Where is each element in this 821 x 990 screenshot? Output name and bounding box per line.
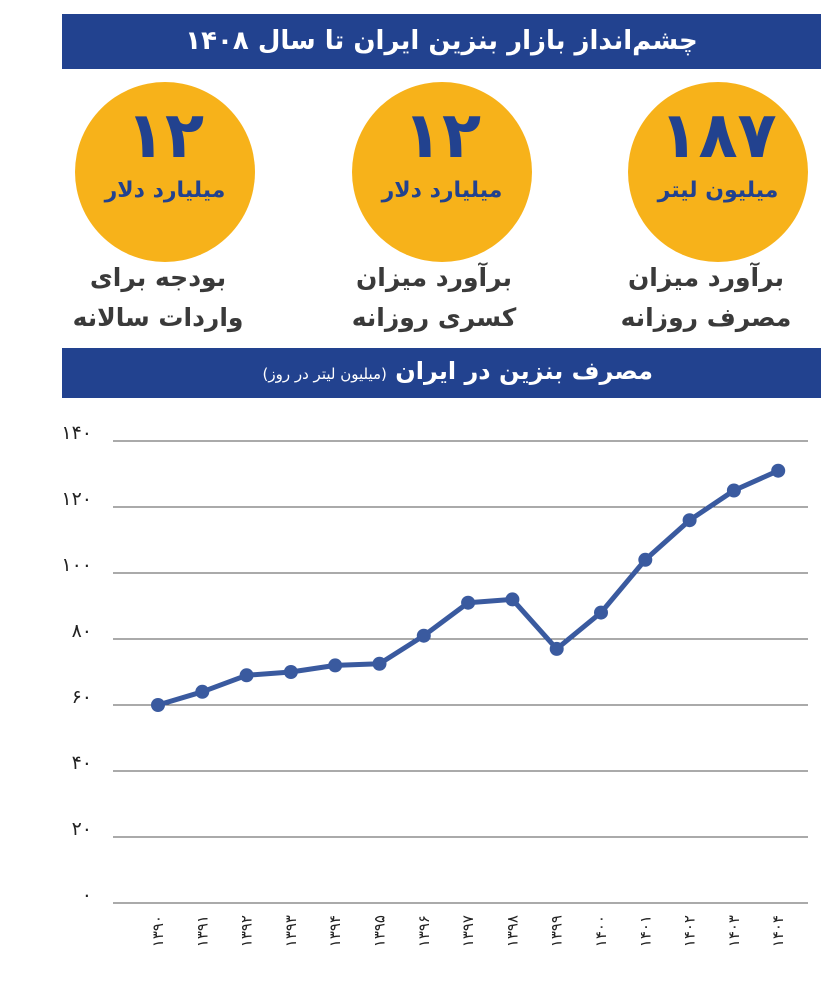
chart-banner: مصرف بنزین در ایران (میلیون لیتر در روز) xyxy=(62,348,821,398)
stat-caption-budget: بودجه برای واردات سالانه xyxy=(48,258,268,338)
x-tick-label: ۱۳۹۲ xyxy=(238,915,256,947)
caption-line: برآورد میزان xyxy=(627,263,785,292)
y-tick-label: ۰ xyxy=(82,884,92,906)
stat-unit: میلیارد دلار xyxy=(104,178,226,203)
chart-title: مصرف بنزین در ایران xyxy=(395,357,653,385)
y-tick-label: ۱۰۰ xyxy=(61,554,92,576)
data-point xyxy=(328,658,343,673)
consumption-line-chart: ۰ ۲۰ ۴۰ ۶۰ ۸۰ ۱۰۰ ۱۲۰ ۱۴۰ ۱۳۹۰ ۱۳۹۱ ۱۳۹۲ ۱۳۹۳ ۱۳۹۴ ۱۳… xyxy=(61,422,808,947)
data-point xyxy=(239,668,254,683)
x-tick-label: ۱۴۰۱ xyxy=(636,915,654,947)
data-point xyxy=(195,684,210,699)
title-banner: چشم‌انداز بازار بنزین ایران تا سال ۱۴۰۸ xyxy=(62,14,821,69)
page-title: چشم‌انداز بازار بنزین ایران تا سال ۱۴۰۸ xyxy=(185,26,698,56)
x-tick-label: ۱۳۹۶ xyxy=(415,915,433,947)
data-point xyxy=(726,483,741,498)
x-tick-label: ۱۳۹۰ xyxy=(149,915,167,947)
stat-badge-deficit: ۱۲ میلیارد دلار xyxy=(352,82,532,262)
x-tick-label: ۱۴۰۰ xyxy=(592,915,610,947)
data-point xyxy=(638,552,653,567)
stat-caption-consumption: برآورد میزان مصرف روزانه xyxy=(596,258,816,338)
data-point xyxy=(283,665,298,679)
stat-unit: میلیارد دلار xyxy=(381,178,503,203)
stat-value: ۱۲ xyxy=(402,99,482,173)
y-tick-label: ۴۰ xyxy=(72,752,92,774)
x-tick-label: ۱۴۰۴ xyxy=(769,915,787,947)
caption-line: کسری روزانه xyxy=(351,303,517,332)
x-tick-label: ۱۳۹۱ xyxy=(193,915,211,947)
x-tick-label: ۱۳۹۳ xyxy=(282,915,300,947)
data-point xyxy=(594,605,608,620)
y-tick-label: ۲۰ xyxy=(72,818,92,840)
x-tick-label: ۱۳۹۷ xyxy=(459,915,477,947)
data-point xyxy=(416,628,431,643)
data-point xyxy=(461,595,476,610)
x-tick-label: ۱۳۹۸ xyxy=(503,915,521,947)
caption-line: واردات سالانه xyxy=(72,303,244,332)
data-point xyxy=(682,513,697,528)
caption-line: بودجه برای xyxy=(89,263,227,292)
x-tick-label: ۱۳۹۴ xyxy=(326,915,344,947)
caption-line: مصرف روزانه xyxy=(620,303,792,332)
data-point xyxy=(151,698,165,712)
data-point xyxy=(372,656,387,671)
data-point xyxy=(505,592,520,607)
y-tick-label: ۱۴۰ xyxy=(61,422,92,444)
stat-value: ۱۸۷ xyxy=(659,99,777,173)
data-point xyxy=(771,463,786,478)
x-tick-label: ۱۳۹۹ xyxy=(548,915,566,947)
x-tick-label: ۱۴۰۲ xyxy=(681,915,699,947)
stat-value: ۱۲ xyxy=(125,99,205,173)
data-point xyxy=(549,641,564,656)
y-tick-label: ۱۲۰ xyxy=(61,488,92,510)
stat-badge-budget: ۱۲ میلیارد دلار xyxy=(75,82,255,262)
chart-subtitle: (میلیون لیتر در روز) xyxy=(262,365,387,383)
x-tick-label: ۱۴۰۳ xyxy=(725,915,743,947)
stat-badge-consumption: ۱۸۷ میلیون لیتر xyxy=(628,82,808,262)
y-tick-label: ۶۰ xyxy=(72,686,92,708)
series-line xyxy=(155,468,781,708)
y-tick-label: ۸۰ xyxy=(72,620,92,642)
x-tick-label: ۱۳۹۵ xyxy=(371,915,389,947)
caption-line: برآورد میزان xyxy=(355,263,513,292)
stat-unit: میلیون لیتر xyxy=(657,178,779,203)
stat-caption-deficit: برآورد میزان کسری روزانه xyxy=(324,258,544,338)
